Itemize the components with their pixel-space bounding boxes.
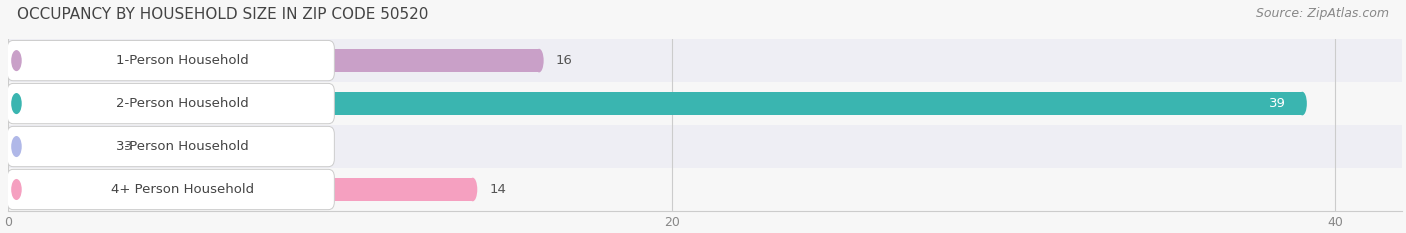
Bar xyxy=(8,178,472,201)
Bar xyxy=(8,39,1402,82)
Bar xyxy=(8,125,1402,168)
Ellipse shape xyxy=(4,178,13,201)
Text: 2-Person Household: 2-Person Household xyxy=(117,97,249,110)
Text: 1-Person Household: 1-Person Household xyxy=(117,54,249,67)
Text: OCCUPANCY BY HOUSEHOLD SIZE IN ZIP CODE 50520: OCCUPANCY BY HOUSEHOLD SIZE IN ZIP CODE … xyxy=(17,7,429,22)
FancyBboxPatch shape xyxy=(7,41,335,81)
Bar xyxy=(8,168,1402,211)
Bar xyxy=(8,82,1402,125)
Ellipse shape xyxy=(4,49,13,72)
Text: 39: 39 xyxy=(1268,97,1285,110)
Text: Source: ZipAtlas.com: Source: ZipAtlas.com xyxy=(1256,7,1389,20)
Ellipse shape xyxy=(1298,92,1306,115)
Ellipse shape xyxy=(103,135,112,158)
Text: 16: 16 xyxy=(555,54,572,67)
Text: 14: 14 xyxy=(489,183,506,196)
Ellipse shape xyxy=(11,179,21,200)
Ellipse shape xyxy=(4,92,13,115)
FancyBboxPatch shape xyxy=(7,169,335,210)
Ellipse shape xyxy=(4,135,13,158)
Text: 4+ Person Household: 4+ Person Household xyxy=(111,183,254,196)
Ellipse shape xyxy=(534,49,544,72)
Bar xyxy=(8,92,1302,115)
Bar xyxy=(8,49,538,72)
Bar xyxy=(8,135,108,158)
Text: 3-Person Household: 3-Person Household xyxy=(117,140,249,153)
Ellipse shape xyxy=(468,178,477,201)
Ellipse shape xyxy=(11,50,21,71)
Ellipse shape xyxy=(11,93,21,114)
FancyBboxPatch shape xyxy=(7,83,335,124)
Text: 3: 3 xyxy=(124,140,132,153)
FancyBboxPatch shape xyxy=(7,126,335,167)
Ellipse shape xyxy=(11,136,21,157)
